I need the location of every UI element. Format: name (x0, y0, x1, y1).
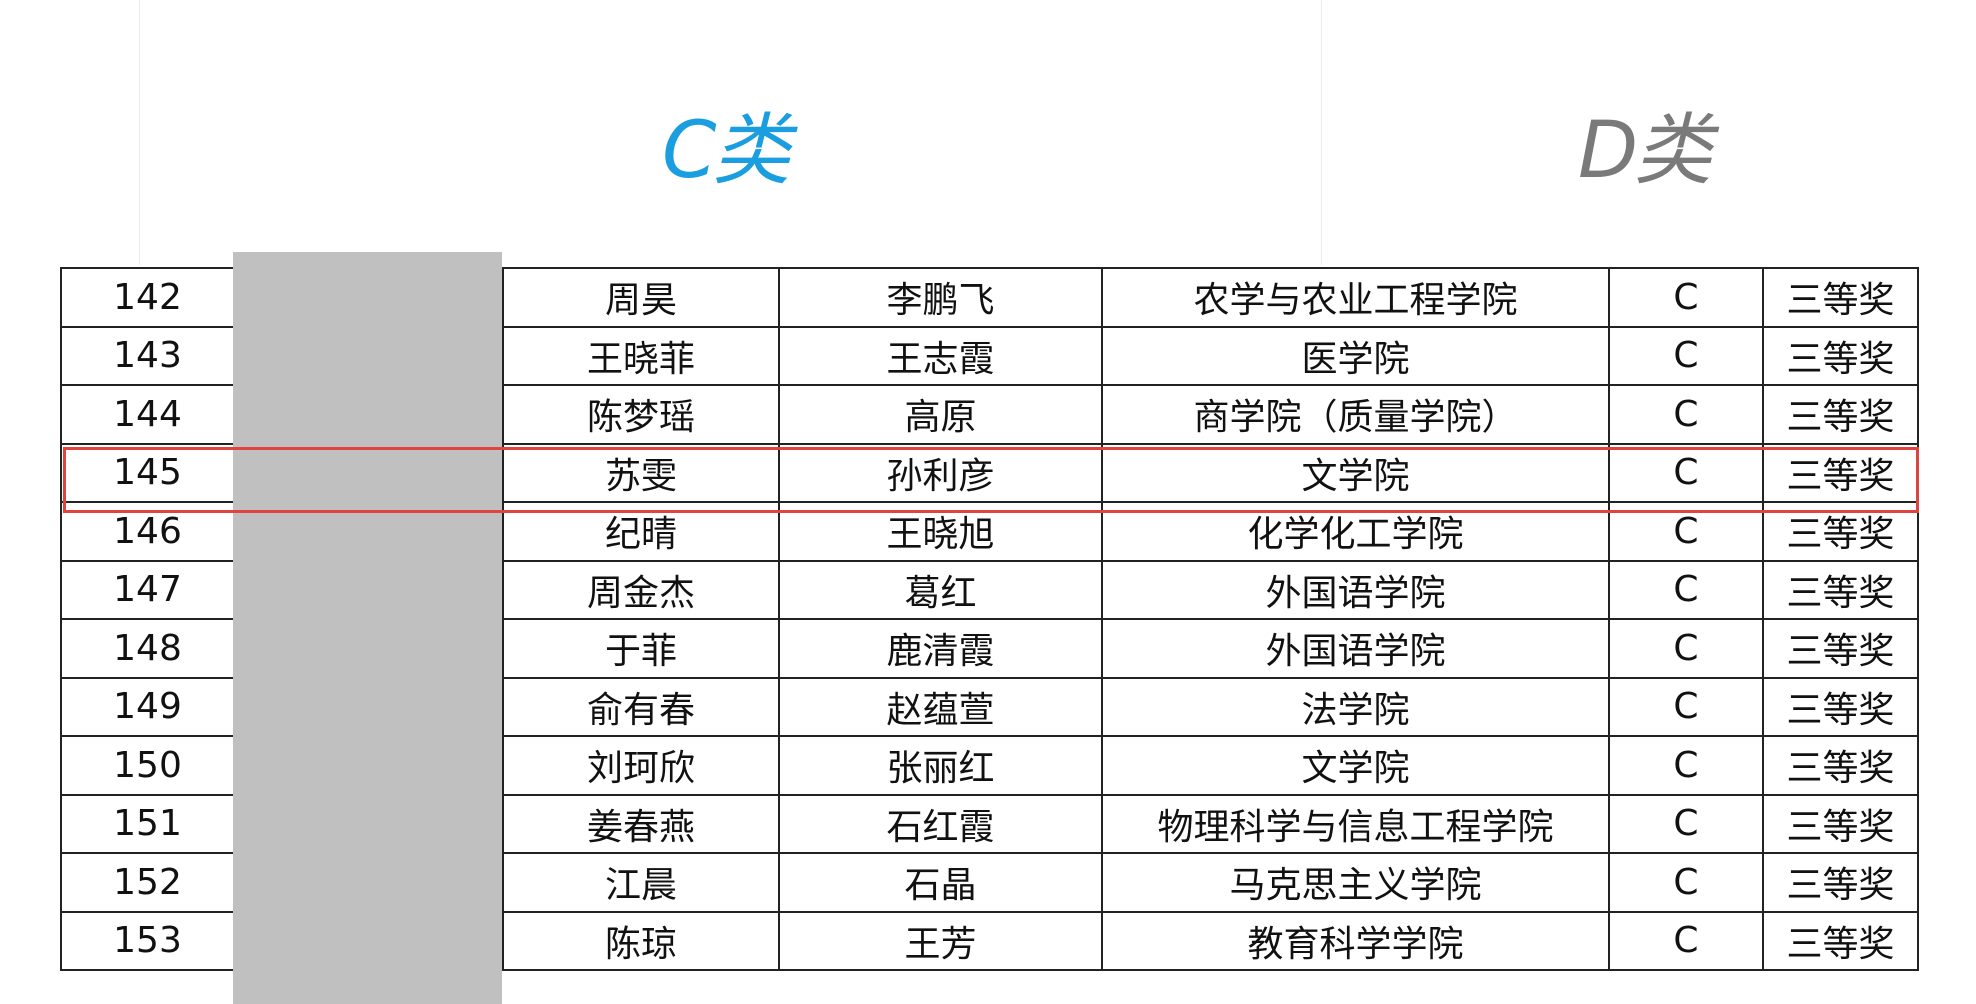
row-number-cell: 148 (60, 618, 235, 679)
divider-line (1321, 0, 1322, 265)
name-cell: 陈琼 (502, 910, 780, 971)
category-cell: C (1608, 910, 1764, 971)
award-cell: 三等奖 (1762, 559, 1919, 620)
advisor-name-cell: 张丽红 (778, 735, 1103, 796)
award-cell: 三等奖 (1762, 501, 1919, 562)
name-cell: 刘珂欣 (502, 735, 780, 796)
redacted-column-block (233, 252, 502, 1004)
advisor-name-cell: 石晶 (778, 852, 1103, 913)
table-row: 153 陈琼 王芳 教育科学学院 C 三等奖 (60, 910, 1919, 971)
advisor-name-cell: 葛红 (778, 559, 1103, 620)
row-number-cell: 150 (60, 735, 235, 796)
table-row: 143 王晓菲 王志霞 医学院 C 三等奖 (60, 325, 1919, 386)
category-d-handwritten-label: D类 (1578, 106, 1712, 196)
name-cell: 苏雯 (502, 442, 780, 503)
advisor-name-cell: 孙利彦 (778, 442, 1103, 503)
category-cell: C (1608, 618, 1764, 679)
college-cell: 物理科学与信息工程学院 (1101, 793, 1610, 854)
college-cell: 医学院 (1101, 325, 1610, 386)
advisor-name-cell: 王晓旭 (778, 501, 1103, 562)
name-cell: 周金杰 (502, 559, 780, 620)
college-cell: 马克思主义学院 (1101, 852, 1610, 913)
row-number-cell: 145 (60, 442, 235, 503)
category-cell: C (1608, 442, 1764, 503)
category-cell: C (1608, 267, 1764, 328)
row-number-cell: 142 (60, 267, 235, 328)
row-number-cell: 152 (60, 852, 235, 913)
name-cell: 周昊 (502, 267, 780, 328)
college-cell: 商学院（质量学院） (1101, 384, 1610, 445)
category-cell: C (1608, 384, 1764, 445)
name-cell: 陈梦瑶 (502, 384, 780, 445)
college-cell: 文学院 (1101, 735, 1610, 796)
award-cell: 三等奖 (1762, 442, 1919, 503)
college-cell: 外国语学院 (1101, 559, 1610, 620)
advisor-name-cell: 王志霞 (778, 325, 1103, 386)
row-number-cell: 151 (60, 793, 235, 854)
award-cell: 三等奖 (1762, 325, 1919, 386)
college-cell: 法学院 (1101, 676, 1610, 737)
name-cell: 纪晴 (502, 501, 780, 562)
name-cell: 江晨 (502, 852, 780, 913)
row-number-cell: 149 (60, 676, 235, 737)
category-cell: C (1608, 559, 1764, 620)
row-number-cell: 153 (60, 910, 235, 971)
table-row: 150 刘珂欣 张丽红 文学院 C 三等奖 (60, 735, 1919, 796)
table-row-highlighted: 145 苏雯 孙利彦 文学院 C 三等奖 (60, 442, 1919, 503)
name-cell: 于菲 (502, 618, 780, 679)
table-row: 144 陈梦瑶 高原 商学院（质量学院） C 三等奖 (60, 384, 1919, 445)
advisor-name-cell: 王芳 (778, 910, 1103, 971)
award-cell: 三等奖 (1762, 852, 1919, 913)
row-number-cell: 147 (60, 559, 235, 620)
name-cell: 王晓菲 (502, 325, 780, 386)
college-cell: 教育科学学院 (1101, 910, 1610, 971)
college-cell: 化学化工学院 (1101, 501, 1610, 562)
category-cell: C (1608, 676, 1764, 737)
award-cell: 三等奖 (1762, 618, 1919, 679)
category-cell: C (1608, 735, 1764, 796)
category-cell: C (1608, 793, 1764, 854)
divider-line (139, 0, 140, 265)
table-row: 148 于菲 鹿清霞 外国语学院 C 三等奖 (60, 618, 1919, 679)
advisor-name-cell: 李鹏飞 (778, 267, 1103, 328)
college-cell: 文学院 (1101, 442, 1610, 503)
award-cell: 三等奖 (1762, 676, 1919, 737)
advisor-name-cell: 鹿清霞 (778, 618, 1103, 679)
name-cell: 俞有春 (502, 676, 780, 737)
category-cell: C (1608, 501, 1764, 562)
advisor-name-cell: 石红霞 (778, 793, 1103, 854)
award-cell: 三等奖 (1762, 910, 1919, 971)
category-c-handwritten-label: C类 (662, 106, 790, 196)
row-number-cell: 143 (60, 325, 235, 386)
category-cell: C (1608, 325, 1764, 386)
name-cell: 姜春燕 (502, 793, 780, 854)
college-cell: 农学与农业工程学院 (1101, 267, 1610, 328)
award-cell: 三等奖 (1762, 735, 1919, 796)
category-cell: C (1608, 852, 1764, 913)
row-number-cell: 144 (60, 384, 235, 445)
award-cell: 三等奖 (1762, 267, 1919, 328)
award-cell: 三等奖 (1762, 793, 1919, 854)
award-cell: 三等奖 (1762, 384, 1919, 445)
advisor-name-cell: 赵蕴萱 (778, 676, 1103, 737)
row-number-cell: 146 (60, 501, 235, 562)
college-cell: 外国语学院 (1101, 618, 1610, 679)
advisor-name-cell: 高原 (778, 384, 1103, 445)
